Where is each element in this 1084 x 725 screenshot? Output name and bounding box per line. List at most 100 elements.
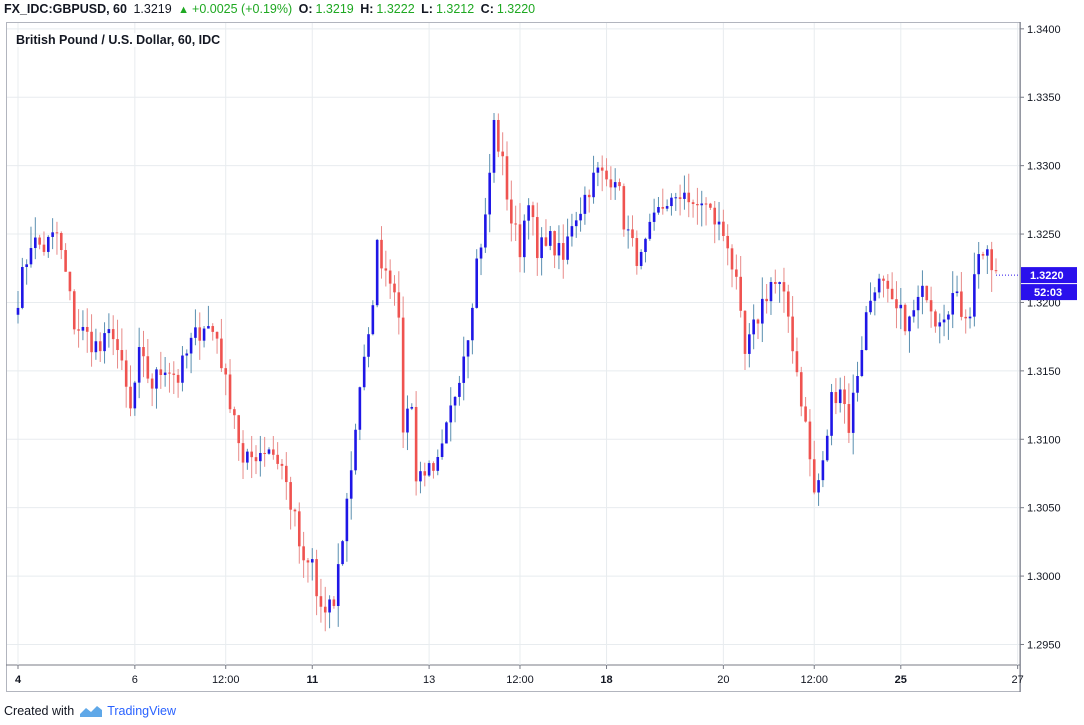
candle-down [553,231,556,256]
y-tick-label: 1.3300 [1027,161,1061,173]
candle-down [804,406,807,422]
candle-up [548,231,552,246]
candle-up [21,267,24,308]
candle-down [843,389,846,405]
candle-down [241,443,245,463]
candle-down [903,304,907,332]
candle-down [704,203,708,205]
candle-up [613,182,617,188]
candle-down [220,338,223,369]
candle-up [328,599,331,613]
high-value: 1.3222 [376,2,415,16]
candle-down [38,237,41,245]
y-tick-label: 1.3050 [1027,503,1061,515]
candle-down [120,350,124,361]
high-label: H: [360,2,374,16]
candle-down [90,331,93,353]
candle-up [908,316,911,332]
candle-down [315,559,318,597]
candle-down [786,291,790,317]
candle-up [665,206,669,209]
candle-up [838,389,842,404]
candle-down [68,271,72,292]
candle-down [423,471,427,476]
y-tick-label: 1.2950 [1027,639,1061,651]
candle-up [51,232,54,237]
candle-down [319,596,323,607]
y-tick-label: 1.3000 [1027,571,1061,583]
candle-down [678,197,682,199]
candle-up [877,278,881,293]
candle-up [652,212,656,222]
symbol-header: FX_IDC:GBPUSD, 60 1.3219 ▲ +0.0025 (+0.19… [4,2,538,20]
candle-up [181,355,184,383]
candle-down [254,457,258,462]
candle-down [929,300,933,312]
candle-up [419,471,422,482]
candle-down [730,248,734,270]
candle-down [233,409,236,416]
candle-down [713,207,717,225]
candle-down [661,207,665,209]
candle-up [163,372,167,375]
candlestick-chart[interactable]: 1.2950 1.3000 1.3050 1.3100 1.3150 1.3200 1.32… [6,22,1078,692]
candle-down [129,386,132,409]
candle-up [817,480,820,493]
candle-up [968,316,972,319]
candle-up [540,237,543,259]
candle-down [393,283,396,293]
candle-down [605,170,608,180]
candle-up [194,327,197,338]
candle-down [631,229,634,239]
candle-up [259,452,262,462]
candle-up [873,292,877,301]
candle-up [133,382,137,409]
candle-down [111,329,115,340]
candle-down [696,204,699,206]
candle-up [475,258,479,308]
candle-down [812,459,816,493]
candle-down [990,249,993,271]
candle-down [618,182,621,187]
candle-down [756,319,760,324]
candle-up [440,443,444,458]
candle-down [414,406,418,482]
x-tick-label: 12:00 [212,674,240,686]
candle-up [29,248,33,265]
candle-up [864,312,868,351]
candle-down [384,268,388,271]
candle-up [566,236,569,260]
x-tick-label: 12:00 [800,674,828,686]
candle-down [518,224,522,258]
candle-up [977,254,980,275]
x-tick-label: 6 [132,674,138,686]
symbol-label[interactable]: FX_IDC:GBPUSD, 60 [4,2,127,16]
chart-area[interactable]: 1.2950 1.3000 1.3050 1.3100 1.3150 1.3200 1.32… [6,22,1078,692]
candle-up [449,405,453,423]
candle-up [488,172,491,215]
candle-down [237,415,240,444]
candle-down [895,299,898,309]
candle-down [726,235,729,249]
candle-up [367,334,370,357]
candle-down [176,374,180,383]
tradingview-brand[interactable]: TradingView [107,704,176,718]
candle-up [942,319,946,323]
candle-down [709,203,712,208]
candle-up [34,237,37,249]
candle-up [375,239,379,306]
candle-down [297,511,301,547]
candle-down [289,482,292,510]
candle-up [445,422,448,444]
candle-down [743,310,747,354]
candle-up [639,251,643,266]
candle-down [622,186,626,230]
candle-down [795,351,799,373]
candle-down [85,326,89,332]
candle-up [341,541,344,565]
candle-down [600,167,604,171]
candle-down [691,202,695,205]
candle-up [973,274,976,317]
candle-up [683,192,686,199]
candle-down [55,232,59,234]
